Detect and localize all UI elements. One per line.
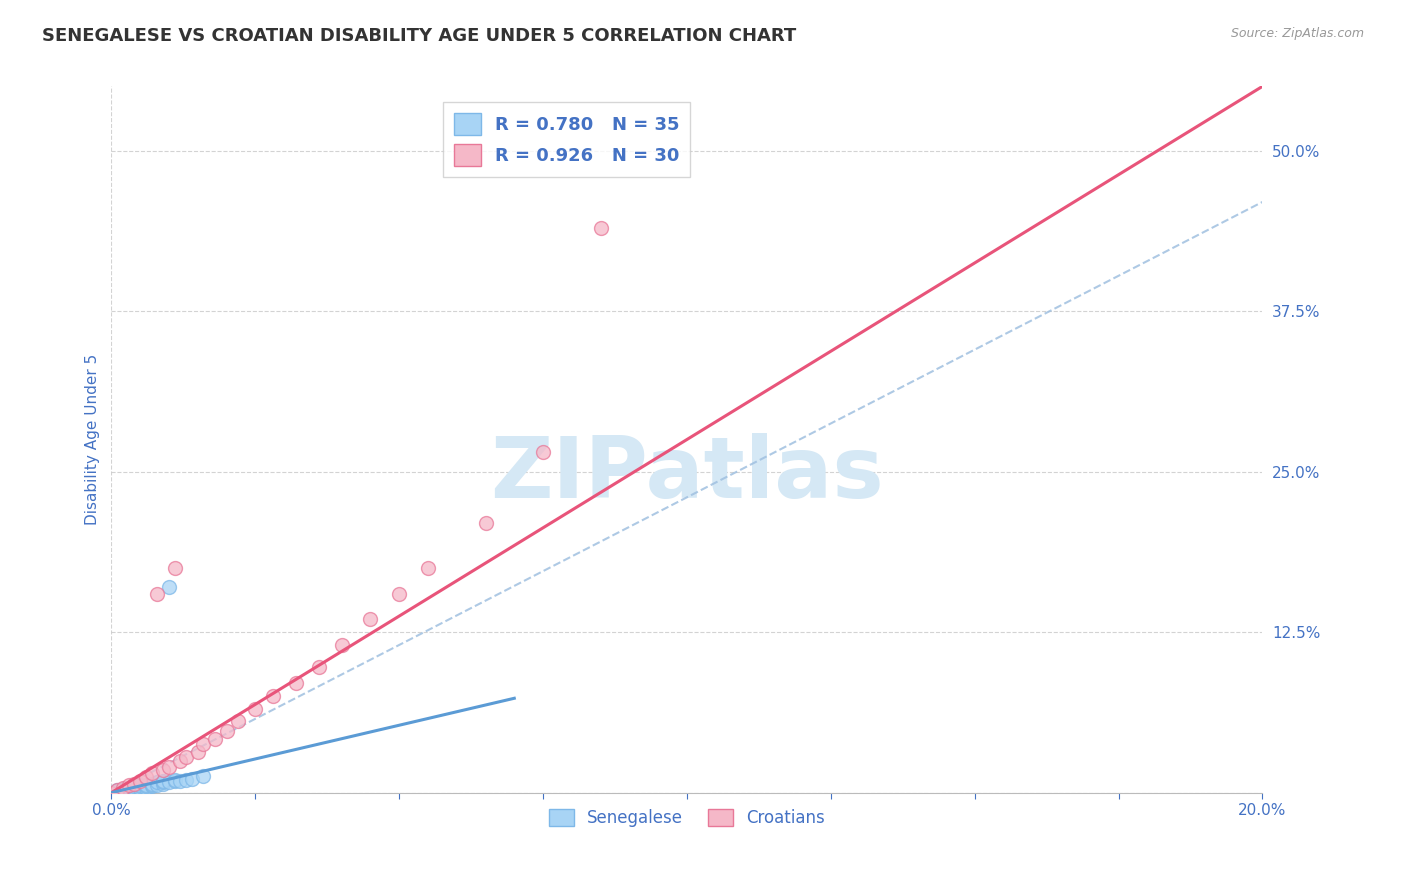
Point xyxy=(359,612,381,626)
Point xyxy=(111,781,134,796)
Point xyxy=(531,445,554,459)
Point xyxy=(157,760,180,774)
Point xyxy=(100,786,122,800)
Point xyxy=(111,783,134,797)
Text: Source: ZipAtlas.com: Source: ZipAtlas.com xyxy=(1230,27,1364,40)
Point xyxy=(124,779,146,793)
Point xyxy=(129,780,152,795)
Point xyxy=(330,638,353,652)
Point xyxy=(124,777,146,791)
Point xyxy=(129,778,152,792)
Point xyxy=(193,737,215,751)
Point xyxy=(187,745,209,759)
Point xyxy=(152,763,174,777)
Point xyxy=(204,731,226,746)
Point xyxy=(308,660,330,674)
Point xyxy=(135,778,157,792)
Point xyxy=(226,714,249,728)
Point xyxy=(118,781,141,796)
Legend: Senegalese, Croatians: Senegalese, Croatians xyxy=(543,802,832,834)
Point xyxy=(152,775,174,789)
Point xyxy=(157,775,180,789)
Text: ZIPatlas: ZIPatlas xyxy=(491,434,884,516)
Point xyxy=(174,749,197,764)
Point xyxy=(118,783,141,797)
Point xyxy=(146,778,169,792)
Point xyxy=(284,676,307,690)
Point xyxy=(141,778,163,792)
Point xyxy=(135,779,157,793)
Y-axis label: Disability Age Under 5: Disability Age Under 5 xyxy=(86,354,100,525)
Point xyxy=(262,690,284,704)
Point xyxy=(181,772,204,786)
Point xyxy=(245,702,267,716)
Point xyxy=(152,777,174,791)
Point xyxy=(152,774,174,789)
Point xyxy=(111,784,134,798)
Point xyxy=(105,783,128,797)
Point xyxy=(100,786,122,800)
Point xyxy=(111,780,134,795)
Point xyxy=(105,784,128,798)
Point xyxy=(141,777,163,791)
Point xyxy=(129,779,152,793)
Point xyxy=(169,754,191,768)
Point xyxy=(589,220,612,235)
Point xyxy=(135,780,157,795)
Point xyxy=(124,781,146,796)
Point xyxy=(193,769,215,783)
Text: SENEGALESE VS CROATIAN DISABILITY AGE UNDER 5 CORRELATION CHART: SENEGALESE VS CROATIAN DISABILITY AGE UN… xyxy=(42,27,796,45)
Point xyxy=(129,774,152,789)
Point xyxy=(146,586,169,600)
Point xyxy=(124,780,146,795)
Point xyxy=(157,580,180,594)
Point xyxy=(163,772,186,787)
Point xyxy=(169,774,191,789)
Point xyxy=(163,561,186,575)
Point xyxy=(141,779,163,793)
Point xyxy=(141,766,163,780)
Point xyxy=(416,561,439,575)
Point xyxy=(129,781,152,796)
Point xyxy=(135,770,157,784)
Point xyxy=(388,586,411,600)
Point xyxy=(163,774,186,789)
Point xyxy=(474,516,496,530)
Point xyxy=(146,775,169,789)
Point xyxy=(105,783,128,797)
Point xyxy=(118,780,141,795)
Point xyxy=(215,724,238,739)
Point xyxy=(118,778,141,792)
Point xyxy=(174,772,197,787)
